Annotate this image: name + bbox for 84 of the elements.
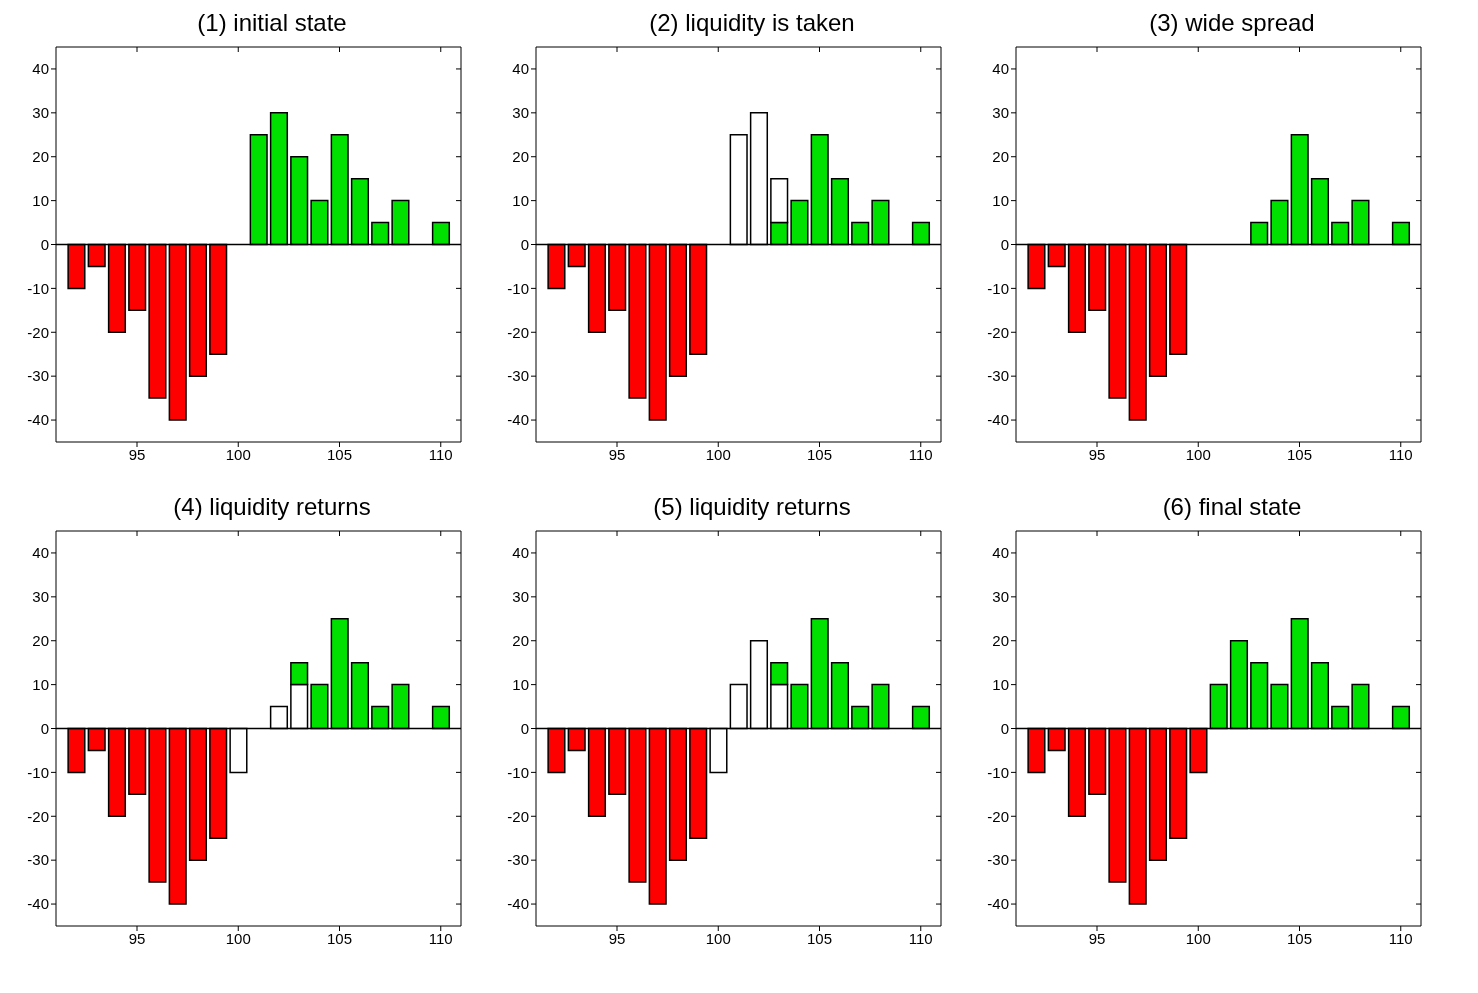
y-tick-label: -40: [987, 411, 1009, 429]
y-tick-label: 40: [512, 544, 529, 562]
y-tick-label: 0: [520, 719, 529, 737]
x-tick-label: 95: [608, 445, 626, 463]
x-tick-label: 95: [1088, 929, 1106, 947]
y-tick-label: 30: [992, 588, 1009, 606]
x-tick-label: 110: [428, 445, 453, 463]
y-tick-label: 10: [32, 675, 49, 693]
y-tick-label: -30: [987, 851, 1009, 869]
x-tick-label: 105: [1286, 445, 1313, 463]
chart-title: (1) initial state: [196, 8, 348, 38]
y-tick-label: 0: [520, 235, 529, 253]
x-tick-label: 95: [1088, 445, 1106, 463]
y-tick-label: 10: [512, 191, 529, 209]
x-tick-label: 110: [428, 929, 453, 947]
y-tick-label: 0: [1000, 235, 1009, 253]
x-tick-label: 105: [326, 445, 353, 463]
y-tick-label: 10: [992, 191, 1009, 209]
y-tick-label: -40: [27, 411, 49, 429]
x-tick-label: 105: [326, 929, 353, 947]
x-tick-label: 110: [908, 929, 933, 947]
y-tick-label: 40: [992, 544, 1009, 562]
x-tick-label: 100: [705, 929, 731, 947]
y-tick-label: -40: [507, 411, 529, 429]
chart-title: (5) liquidity returns: [652, 492, 852, 522]
y-tick-label: -10: [987, 279, 1009, 297]
y-tick-label: -20: [27, 807, 49, 825]
x-tick-label: 100: [225, 929, 251, 947]
y-tick-label: -20: [987, 807, 1009, 825]
y-tick-label: 40: [32, 60, 49, 78]
y-tick-label: -30: [27, 367, 49, 385]
chart-title: (2) liquidity is taken: [648, 8, 856, 38]
y-tick-label: -20: [987, 323, 1009, 341]
y-tick-label: 10: [32, 191, 49, 209]
y-tick-label: 40: [512, 60, 529, 78]
x-tick-label: 110: [908, 445, 933, 463]
y-tick-label: -10: [507, 763, 529, 781]
y-tick-label: -30: [987, 367, 1009, 385]
y-tick-label: 20: [992, 148, 1009, 166]
y-tick-label: 40: [32, 544, 49, 562]
y-tick-label: 30: [992, 104, 1009, 122]
x-tick-label: 95: [608, 929, 626, 947]
x-tick-label: 100: [1185, 929, 1211, 947]
y-tick-label: -20: [27, 323, 49, 341]
x-tick-label: 110: [1388, 929, 1413, 947]
x-tick-label: 95: [128, 445, 146, 463]
x-tick-label: 105: [1286, 929, 1313, 947]
y-tick-label: -40: [987, 895, 1009, 913]
y-tick-label: -40: [27, 895, 49, 913]
x-tick-label: 100: [705, 445, 731, 463]
y-tick-label: -30: [27, 851, 49, 869]
y-tick-label: 30: [512, 104, 529, 122]
y-tick-label: 30: [512, 588, 529, 606]
y-tick-label: 10: [512, 675, 529, 693]
x-tick-label: 110: [1388, 445, 1413, 463]
chart-title: (4) liquidity returns: [172, 492, 372, 522]
y-tick-label: 20: [512, 632, 529, 650]
y-tick-label: -20: [507, 807, 529, 825]
x-tick-label: 105: [806, 445, 833, 463]
chart-title: (6) final state: [1161, 492, 1303, 522]
y-tick-label: 10: [992, 675, 1009, 693]
y-tick-label: -20: [507, 323, 529, 341]
y-tick-label: -40: [507, 895, 529, 913]
y-tick-label: -10: [27, 763, 49, 781]
y-tick-label: 20: [992, 632, 1009, 650]
x-tick-label: 100: [225, 445, 251, 463]
chart-title: (3) wide spread: [1148, 8, 1316, 38]
y-tick-label: 0: [40, 235, 49, 253]
y-tick-label: -10: [27, 279, 49, 297]
y-tick-label: -30: [507, 851, 529, 869]
y-tick-label: -10: [507, 279, 529, 297]
y-tick-label: 0: [1000, 719, 1009, 737]
y-tick-label: -30: [507, 367, 529, 385]
y-tick-label: -10: [987, 763, 1009, 781]
y-tick-label: 20: [32, 148, 49, 166]
y-tick-label: 30: [32, 588, 49, 606]
y-tick-label: 0: [40, 719, 49, 737]
x-tick-label: 105: [806, 929, 833, 947]
y-tick-label: 30: [32, 104, 49, 122]
x-tick-label: 95: [128, 929, 146, 947]
y-tick-label: 40: [992, 60, 1009, 78]
x-tick-label: 100: [1185, 445, 1211, 463]
y-tick-label: 20: [32, 632, 49, 650]
y-tick-label: 20: [512, 148, 529, 166]
